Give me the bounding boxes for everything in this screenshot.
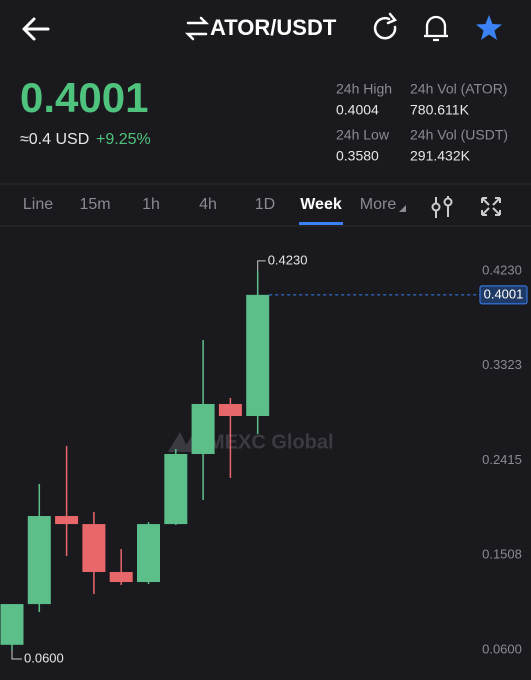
min-pointer bbox=[11, 650, 22, 660]
candle-body bbox=[0, 604, 24, 645]
indicator-knob bbox=[443, 197, 453, 207]
usd-price: ≈0.4 USD bbox=[20, 131, 89, 148]
candle-body bbox=[246, 294, 270, 416]
y-tick-label: 0.3323 bbox=[482, 357, 522, 372]
swap-icon[interactable] bbox=[184, 16, 210, 41]
indicator-knob bbox=[431, 202, 441, 212]
last-price: 0.4001 bbox=[20, 74, 148, 121]
candle-body bbox=[191, 403, 215, 454]
stats: 24h High 0.4004 24h Vol (ATOR) 780.611K 24h … bbox=[336, 81, 508, 164]
min-label: 0.0600 bbox=[24, 650, 64, 665]
stat-value: 0.4004 bbox=[336, 102, 379, 118]
stat-label: 24h Vol (ATOR) bbox=[410, 81, 508, 97]
max-label: 0.4230 bbox=[268, 252, 308, 267]
fullscreen-icon[interactable] bbox=[481, 197, 501, 216]
favorite-star[interactable] bbox=[476, 15, 502, 40]
tab[interactable]: 15m bbox=[79, 196, 110, 213]
y-tick-label: 0.0600 bbox=[482, 641, 522, 656]
stat-value: 0.3580 bbox=[336, 148, 379, 164]
tabs: Line 15m 1h 4h 1D Week More bbox=[23, 196, 406, 225]
tab[interactable]: 4h bbox=[199, 196, 217, 213]
price-change: +9.25% bbox=[96, 131, 151, 148]
y-tick-label: 0.1508 bbox=[482, 547, 522, 562]
y-tick-label: 0.4230 bbox=[482, 262, 522, 277]
refresh-head bbox=[386, 12, 398, 25]
last-price-label: 0.4001 bbox=[484, 286, 524, 301]
refresh-arc bbox=[373, 17, 397, 40]
candle-body bbox=[137, 524, 160, 583]
back-arrow bbox=[22, 17, 50, 41]
candle-body bbox=[109, 572, 133, 583]
stat-label: 24h Low bbox=[336, 127, 390, 143]
pair-title[interactable]: ATOR/USDT bbox=[210, 15, 337, 40]
dropdown-caret bbox=[399, 205, 406, 212]
alert-icon[interactable] bbox=[424, 15, 448, 42]
last-price-box bbox=[479, 285, 528, 305]
tab[interactable]: 1h bbox=[142, 196, 160, 213]
max-pointer bbox=[257, 260, 266, 271]
y-tick-label: 0.2415 bbox=[482, 452, 522, 467]
candle-body bbox=[82, 524, 106, 573]
swap-arrows bbox=[184, 16, 210, 41]
stat-label: 24h Vol (USDT) bbox=[410, 127, 508, 143]
refresh-icon[interactable] bbox=[373, 12, 398, 40]
back-button[interactable] bbox=[22, 17, 50, 41]
fullscreen-arrows bbox=[481, 197, 501, 216]
chart: 0.4230 0.3323 0.2415 0.1508 0.0600 0.4001 0.42… bbox=[0, 252, 528, 665]
stat-label: 24h High bbox=[336, 81, 392, 97]
candle-body bbox=[55, 516, 79, 525]
tab[interactable]: Line bbox=[23, 196, 53, 213]
tab-underline bbox=[299, 222, 343, 225]
candle-body bbox=[27, 516, 51, 605]
candle-body bbox=[218, 403, 242, 416]
candle-body bbox=[164, 454, 188, 525]
tab[interactable]: 1D bbox=[255, 196, 275, 213]
stat-value: 291.432K bbox=[410, 148, 471, 164]
indicator-icon[interactable] bbox=[431, 196, 453, 218]
stat-value: 780.611K bbox=[410, 102, 470, 118]
tab[interactable]: More bbox=[360, 196, 397, 213]
bell bbox=[424, 15, 448, 42]
watermark: MEXC Global bbox=[208, 431, 334, 453]
tab[interactable]: Week bbox=[300, 196, 342, 213]
